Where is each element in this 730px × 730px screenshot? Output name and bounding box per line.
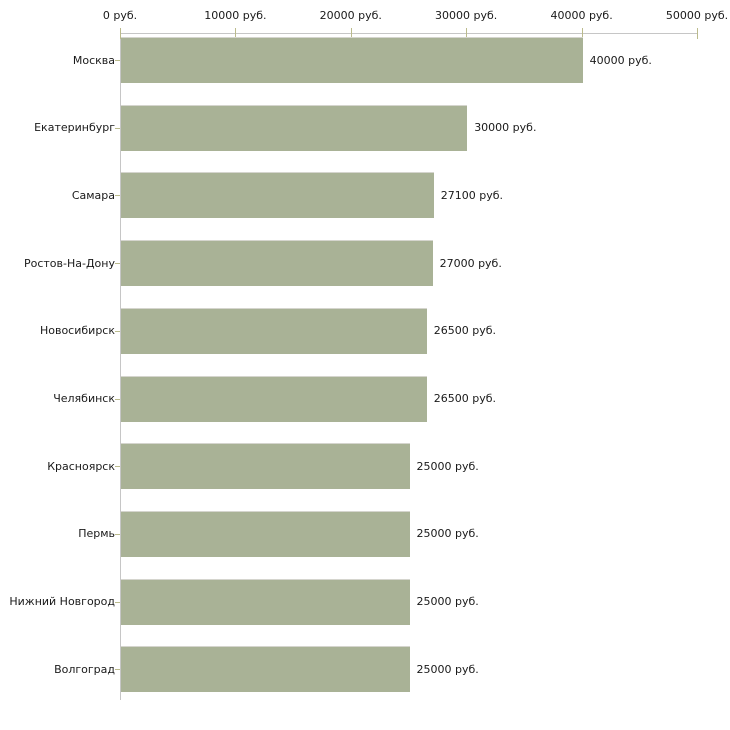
- category-label: Челябинск: [53, 392, 115, 405]
- x-axis-tick-mark: [466, 28, 468, 39]
- bar: [121, 510, 410, 557]
- bar: [121, 240, 433, 287]
- x-axis-tick-label: 20000 руб.: [319, 9, 382, 22]
- category-tick-mark: [115, 533, 120, 535]
- bar: [121, 443, 410, 490]
- category-label: Новосибирск: [39, 324, 115, 338]
- category-label: Москва: [72, 53, 115, 67]
- category-tick-mark: [115, 330, 120, 332]
- category-label: Волгоград: [54, 662, 115, 676]
- category-label: Екатеринбург: [34, 121, 115, 135]
- y-axis-line: [120, 33, 121, 700]
- value-label: 27100 руб.: [440, 188, 503, 202]
- x-axis-tick-mark: [350, 28, 352, 39]
- value-label: 30000 руб.: [474, 121, 537, 135]
- value-label: 25000 руб.: [416, 662, 479, 676]
- value-label: 26500 руб.: [433, 392, 497, 405]
- x-axis-tick-mark: [120, 28, 121, 39]
- value-label: 26500 руб.: [433, 324, 497, 338]
- category-tick-mark: [115, 263, 120, 265]
- value-label: 40000 руб.: [589, 53, 652, 67]
- x-axis-tick-label: 40000 руб.: [550, 9, 613, 22]
- x-axis-tick-label: 0 руб.: [102, 9, 138, 22]
- x-axis-line: [120, 33, 698, 34]
- category-label: Пермь: [78, 527, 115, 541]
- category-tick-mark: [115, 60, 120, 61]
- category-tick-mark: [115, 195, 120, 197]
- value-label: 27000 руб.: [439, 256, 502, 270]
- category-tick-mark: [115, 669, 120, 671]
- category-tick-mark: [115, 466, 120, 468]
- category-label: Самара: [71, 188, 115, 202]
- value-label: 25000 руб.: [416, 595, 479, 609]
- x-axis-tick-mark: [581, 28, 583, 39]
- bar: [121, 646, 410, 693]
- bar: [121, 375, 427, 422]
- x-axis-tick-label: 10000 руб.: [204, 9, 267, 22]
- x-axis-tick-mark: [235, 28, 237, 39]
- x-axis-tick-label: 30000 руб.: [435, 9, 498, 22]
- category-tick-mark: [115, 398, 120, 400]
- bar: [121, 172, 434, 219]
- value-label: 25000 руб.: [416, 459, 479, 473]
- value-label: 25000 руб.: [416, 527, 479, 541]
- bar: [121, 578, 410, 625]
- x-axis-tick-label: 50000 руб.: [665, 9, 729, 22]
- bar: [121, 104, 468, 151]
- category-tick-mark: [115, 601, 120, 603]
- category-label: Нижний Новгород: [9, 595, 115, 609]
- x-axis-tick-mark: [697, 28, 698, 39]
- bar: [121, 307, 427, 354]
- category-tick-mark: [115, 127, 120, 129]
- bar: [121, 37, 583, 83]
- category-label: Ростов-На-Дону: [23, 256, 115, 270]
- category-label: Красноярск: [47, 459, 115, 473]
